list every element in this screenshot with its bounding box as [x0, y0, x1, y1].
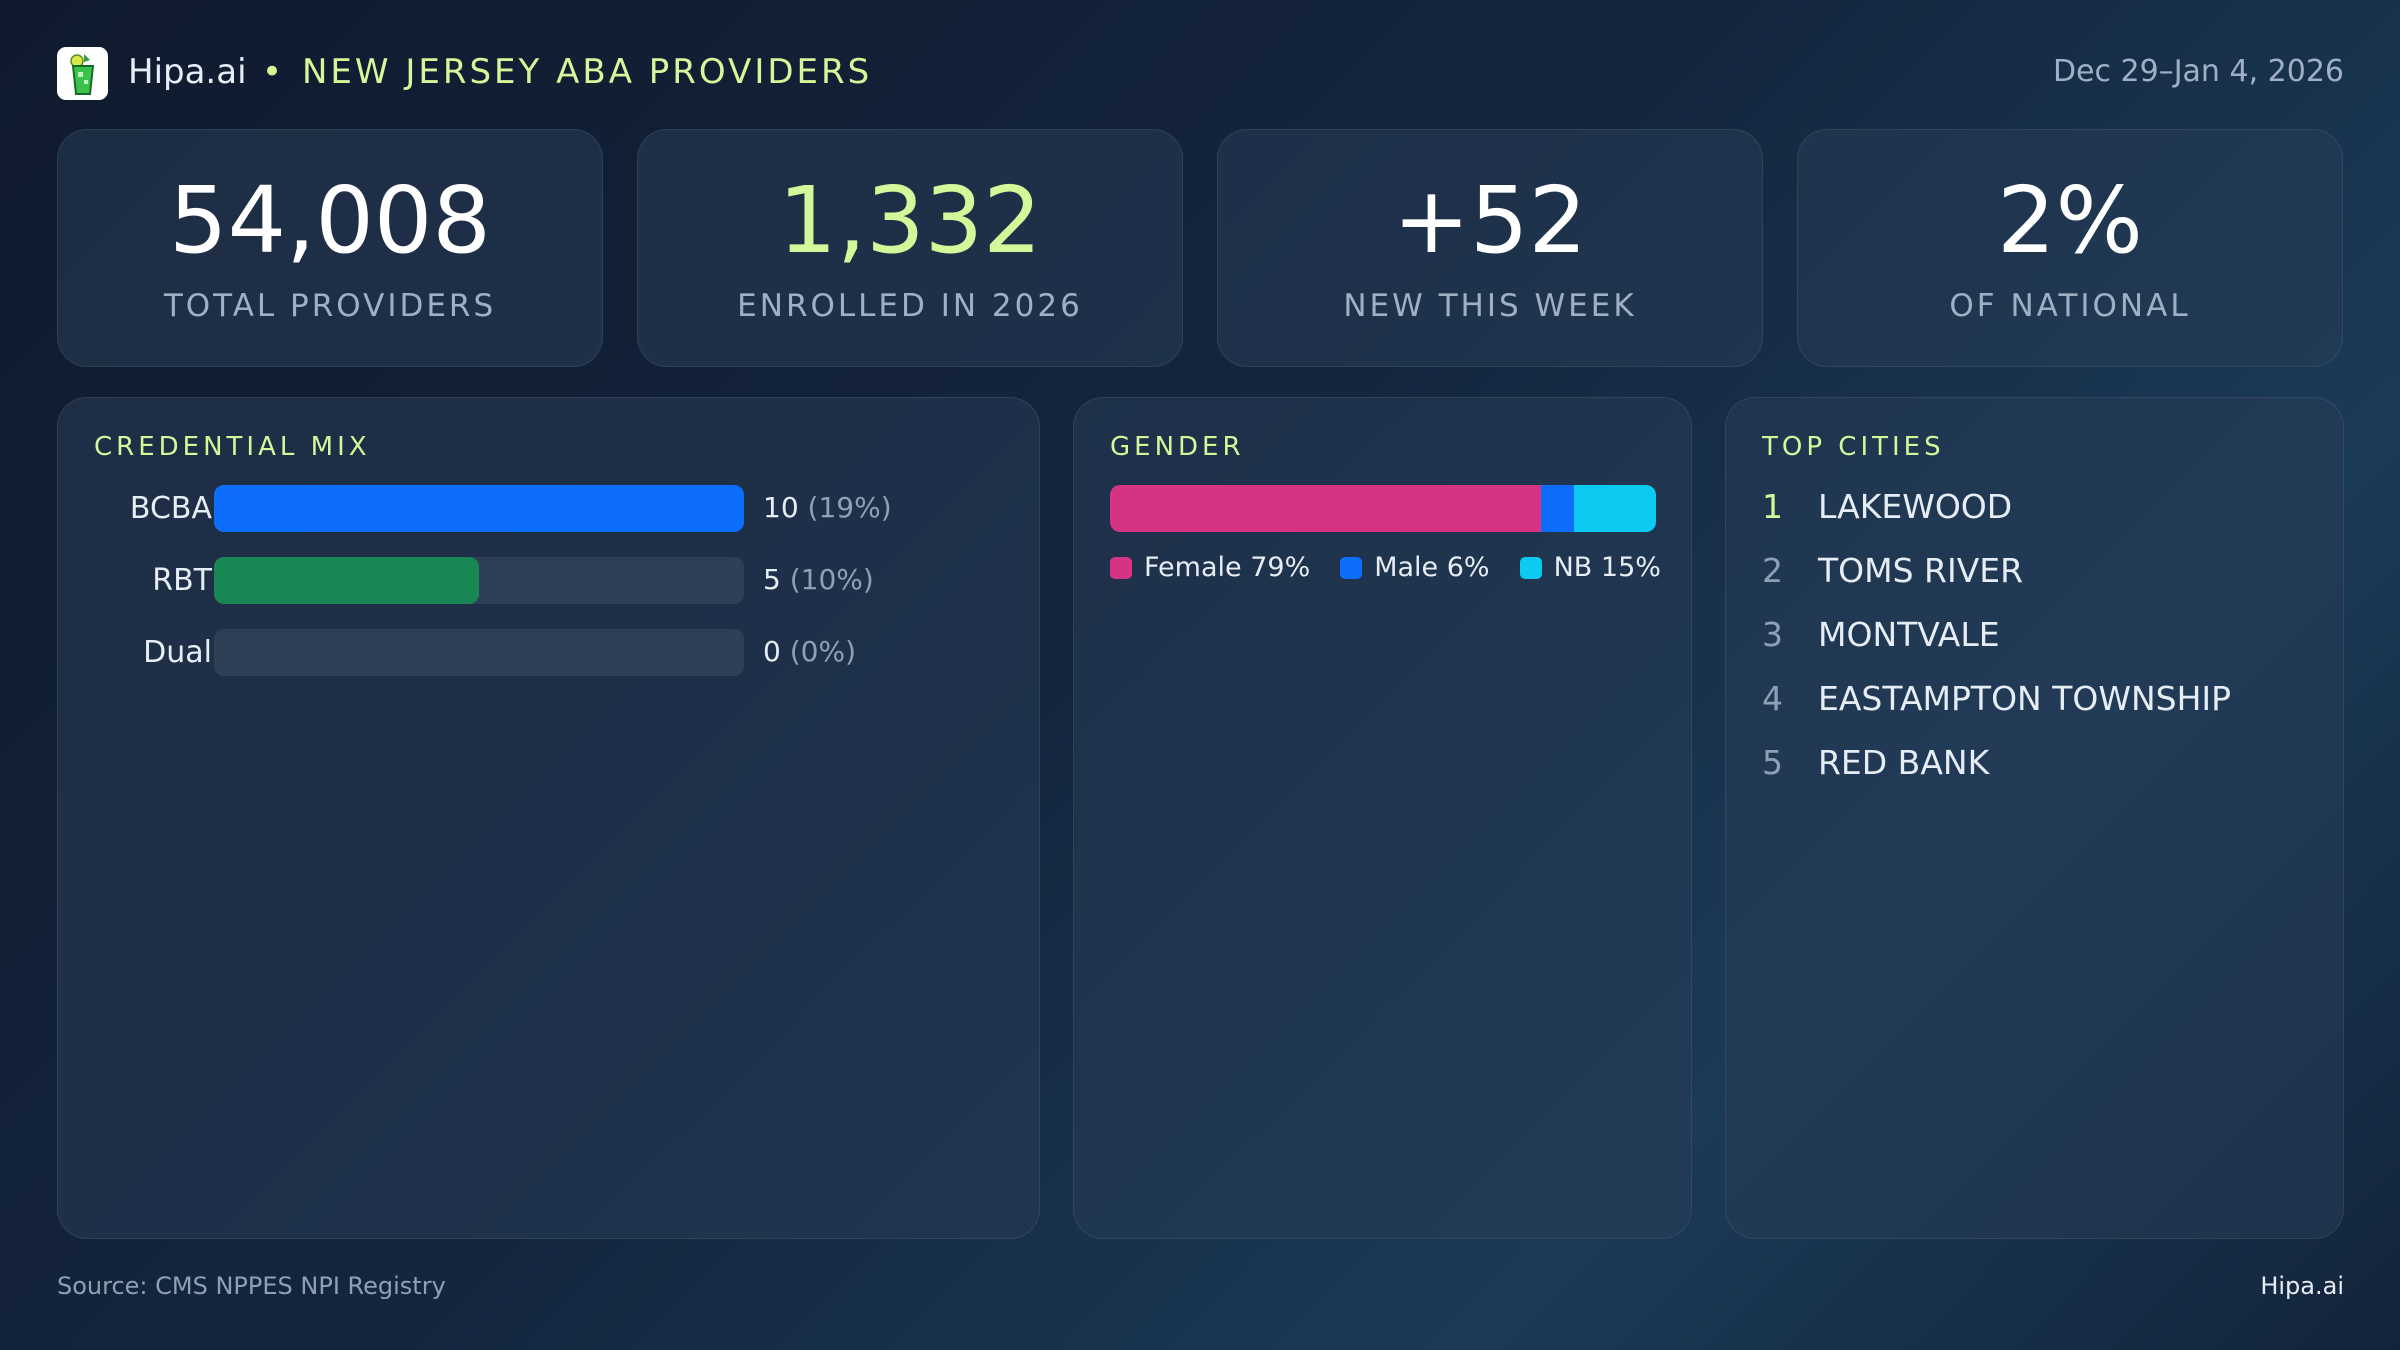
credential-row: RBT 5 (10%) [94, 557, 1094, 604]
city-name: TOMS RIVER [1818, 551, 2024, 590]
city-name: MONTVALE [1818, 615, 2000, 654]
stat-label: ENROLLED IN 2026 [737, 288, 1083, 324]
legend-label: Male 6% [1374, 552, 1490, 583]
source-note: Source: CMS NPPES NPI Registry [57, 1272, 446, 1300]
credential-count: 5 [763, 563, 781, 596]
credential-count: 0 [763, 635, 781, 668]
credential-value: 10 (19%) [763, 491, 892, 524]
city-rank: 5 [1762, 743, 1783, 782]
gender-segment [1574, 485, 1656, 532]
credential-bar-track [214, 557, 744, 604]
panel-title: CREDENTIAL MIX [94, 432, 371, 462]
city-rank: 3 [1762, 615, 1783, 654]
legend-swatch [1340, 556, 1363, 579]
stat-label: NEW THIS WEEK [1343, 288, 1637, 324]
credential-value: 0 (0%) [763, 635, 856, 668]
legend-item: Female 79% [1110, 552, 1310, 583]
credential-label: BCBA [129, 491, 212, 526]
date-range: Dec 29–Jan 4, 2026 [2052, 54, 2344, 89]
stat-card: +52 NEW THIS WEEK [1217, 129, 1763, 367]
credential-count: 10 [763, 491, 799, 524]
city-rank: 2 [1762, 551, 1783, 590]
stat-card: 2% OF NATIONAL [1797, 129, 2343, 367]
city-name: RED BANK [1818, 743, 1990, 782]
credential-row: Dual 0 (0%) [94, 629, 1094, 676]
stat-value: 54,008 [169, 167, 491, 274]
credential-mix-panel: CREDENTIAL MIX BCBA 10 (19%) RBT 5 (10%)… [57, 397, 1040, 1239]
credential-bar-track [214, 629, 744, 676]
stat-label: OF NATIONAL [1949, 288, 2191, 324]
credential-bar-track [214, 485, 744, 532]
credential-bar-fill [214, 485, 744, 532]
stat-card: 1,332 ENROLLED IN 2026 [637, 129, 1183, 367]
logo [57, 47, 108, 100]
legend-label: NB 15% [1553, 552, 1661, 583]
stat-card: 54,008 TOTAL PROVIDERS [57, 129, 603, 367]
credential-row: BCBA 10 (19%) [94, 485, 1094, 532]
city-name: EASTAMPTON TOWNSHIP [1818, 679, 2232, 718]
footer-brand: Hipa.ai [2260, 1272, 2344, 1300]
top-cities-panel: TOP CITIES 1 LAKEWOOD 2 TOMS RIVER 3 MON… [1725, 397, 2344, 1239]
legend-item: NB 15% [1519, 552, 1661, 583]
credential-value: 5 (10%) [763, 563, 874, 596]
gender-legend: Female 79% Male 6% NB 15% [1110, 552, 1661, 583]
stat-value: 2% [1997, 167, 2143, 274]
city-rank: 1 [1762, 487, 1783, 526]
credential-percent: (0%) [789, 635, 857, 668]
credential-bar-fill [214, 557, 479, 604]
brand-name: Hipa.ai [128, 52, 247, 92]
credential-percent: (10%) [789, 563, 874, 596]
mojito-glass-icon [69, 53, 94, 95]
gender-segment [1541, 485, 1575, 532]
gender-stacked-bar [1110, 485, 1656, 532]
stat-value: +52 [1392, 167, 1588, 274]
separator: • [262, 52, 283, 92]
legend-swatch [1110, 556, 1132, 579]
stat-value: 1,332 [778, 167, 1042, 274]
legend-swatch [1519, 556, 1542, 579]
city-rank: 4 [1762, 679, 1783, 718]
city-name: LAKEWOOD [1818, 487, 2013, 526]
legend-label: Female 79% [1144, 552, 1311, 583]
legend-item: Male 6% [1340, 552, 1490, 583]
credential-label: Dual [143, 635, 212, 670]
panel-title: TOP CITIES [1762, 432, 1945, 462]
stat-label: TOTAL PROVIDERS [163, 288, 497, 324]
credential-label: RBT [152, 563, 212, 598]
gender-panel: GENDER Female 79% Male 6% NB 15% [1073, 397, 1692, 1239]
panel-title: GENDER [1110, 432, 1245, 462]
page-title: NEW JERSEY ABA PROVIDERS [302, 52, 873, 92]
credential-percent: (19%) [807, 491, 892, 524]
gender-segment [1110, 485, 1542, 532]
